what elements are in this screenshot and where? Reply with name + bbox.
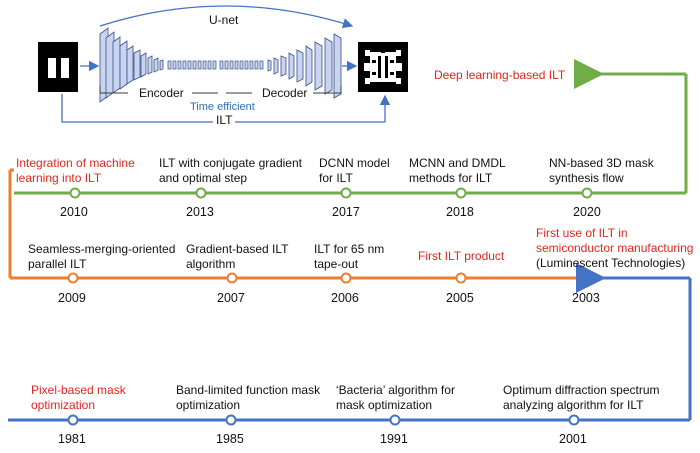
event-1981-label: Pixel-based mask optimization — [31, 383, 149, 413]
timeline-node-2001 — [568, 414, 580, 426]
unet-title: U-net — [209, 13, 239, 27]
event-2005-label: First ILT product — [418, 249, 505, 263]
year-1981: 1981 — [58, 432, 86, 446]
timeline-node-2009 — [67, 272, 79, 284]
event-2009-text: Seamless-merging-oriented parallel ILT — [28, 242, 176, 271]
event-2007-text: Gradient-based ILT algorithm — [186, 242, 289, 271]
event-2013-label: ILT with conjugate gradient and optimal … — [159, 156, 309, 186]
deep-learning-ilt-label: Deep learning-based ILT — [434, 68, 566, 82]
unet-schematic — [38, 5, 408, 123]
year-2009: 2009 — [58, 291, 86, 305]
year-2001: 2001 — [559, 432, 587, 446]
event-2018-text: MCNN and DMDL methods for ILT — [409, 156, 506, 185]
event-2009-label: Seamless-merging-oriented parallel ILT — [28, 242, 178, 272]
event-2001-text: Optimum diffraction spectrum analyzing a… — [503, 383, 660, 412]
orange-timeline — [8, 168, 686, 284]
timeline-node-2007 — [226, 272, 238, 284]
decoder-layers — [267, 33, 342, 99]
event-2003-sublabel: (Luminescent Technologies) — [536, 256, 686, 270]
time-efficient-label: Time efficient — [190, 101, 255, 113]
event-2018-label: MCNN and DMDL methods for ILT — [409, 156, 521, 186]
event-1985-text: Band-limited function mask optimization — [176, 383, 321, 412]
event-1991-text: ‘Bacteria’ algorithm for mask optimizati… — [336, 383, 455, 412]
event-2001-label: Optimum diffraction spectrum analyzing a… — [503, 383, 693, 413]
timeline-node-1985 — [225, 414, 237, 426]
timeline-node-2017 — [340, 187, 352, 199]
encoder-label: Encoder — [139, 86, 184, 100]
input-mask-image — [38, 42, 78, 92]
event-1985-label: Band-limited function mask optimization — [176, 383, 326, 413]
year-2010: 2010 — [60, 205, 88, 219]
year-2013: 2013 — [186, 205, 214, 219]
event-2007-label: Gradient-based ILT algorithm — [186, 242, 306, 272]
event-2017-label: DCNN model for ILT — [319, 156, 393, 186]
year-2006: 2006 — [331, 291, 359, 305]
blue-timeline — [8, 263, 692, 426]
year-1991: 1991 — [380, 432, 408, 446]
timeline-node-1991 — [389, 414, 401, 426]
year-2020: 2020 — [573, 205, 601, 219]
event-2017-text: DCNN model for ILT — [319, 156, 390, 185]
timeline-node-2003 — [581, 272, 593, 284]
event-2020-label: NN-based 3D mask synthesis flow — [549, 156, 675, 186]
year-2005: 2005 — [446, 291, 474, 305]
event-2010-label: Integration of machine learning into ILT — [16, 156, 152, 186]
year-1985: 1985 — [216, 432, 244, 446]
event-2003-text: First use of ILT in semiconductor manufa… — [536, 226, 694, 255]
timeline-node-2005 — [455, 272, 467, 284]
decoder-label: Decoder — [262, 86, 308, 100]
green-timeline — [14, 59, 688, 199]
event-2006-label: ILT for 65 nm tape-out — [314, 242, 396, 272]
event-1991-label: ‘Bacteria’ algorithm for mask optimizati… — [336, 383, 486, 413]
output-mask-image — [358, 42, 408, 92]
event-2006-text: ILT for 65 nm tape-out — [314, 242, 385, 271]
timeline-node-2006 — [340, 272, 352, 284]
timeline-node-2010 — [69, 187, 81, 199]
year-2018: 2018 — [446, 205, 474, 219]
bottleneck-layers — [167, 60, 264, 70]
event-2003-label: First use of ILT in semiconductor manufa… — [536, 226, 696, 256]
encoder-layers — [99, 27, 164, 103]
ilt-label: ILT — [213, 113, 236, 127]
timeline-node-2013 — [195, 187, 207, 199]
event-2013-text: ILT with conjugate gradient and optimal … — [159, 156, 302, 185]
event-1981-text: Pixel-based mask optimization — [31, 383, 126, 412]
timeline-node-2018 — [455, 187, 467, 199]
year-2007: 2007 — [217, 291, 245, 305]
event-2020-text: NN-based 3D mask synthesis flow — [549, 156, 654, 185]
year-2017: 2017 — [332, 205, 360, 219]
unet-curve-arrow — [99, 5, 354, 29]
event-2010-text: Integration of machine learning into ILT — [16, 156, 135, 185]
timeline-node-1981 — [67, 414, 79, 426]
year-2003: 2003 — [572, 291, 600, 305]
timeline-node-2020 — [581, 187, 593, 199]
